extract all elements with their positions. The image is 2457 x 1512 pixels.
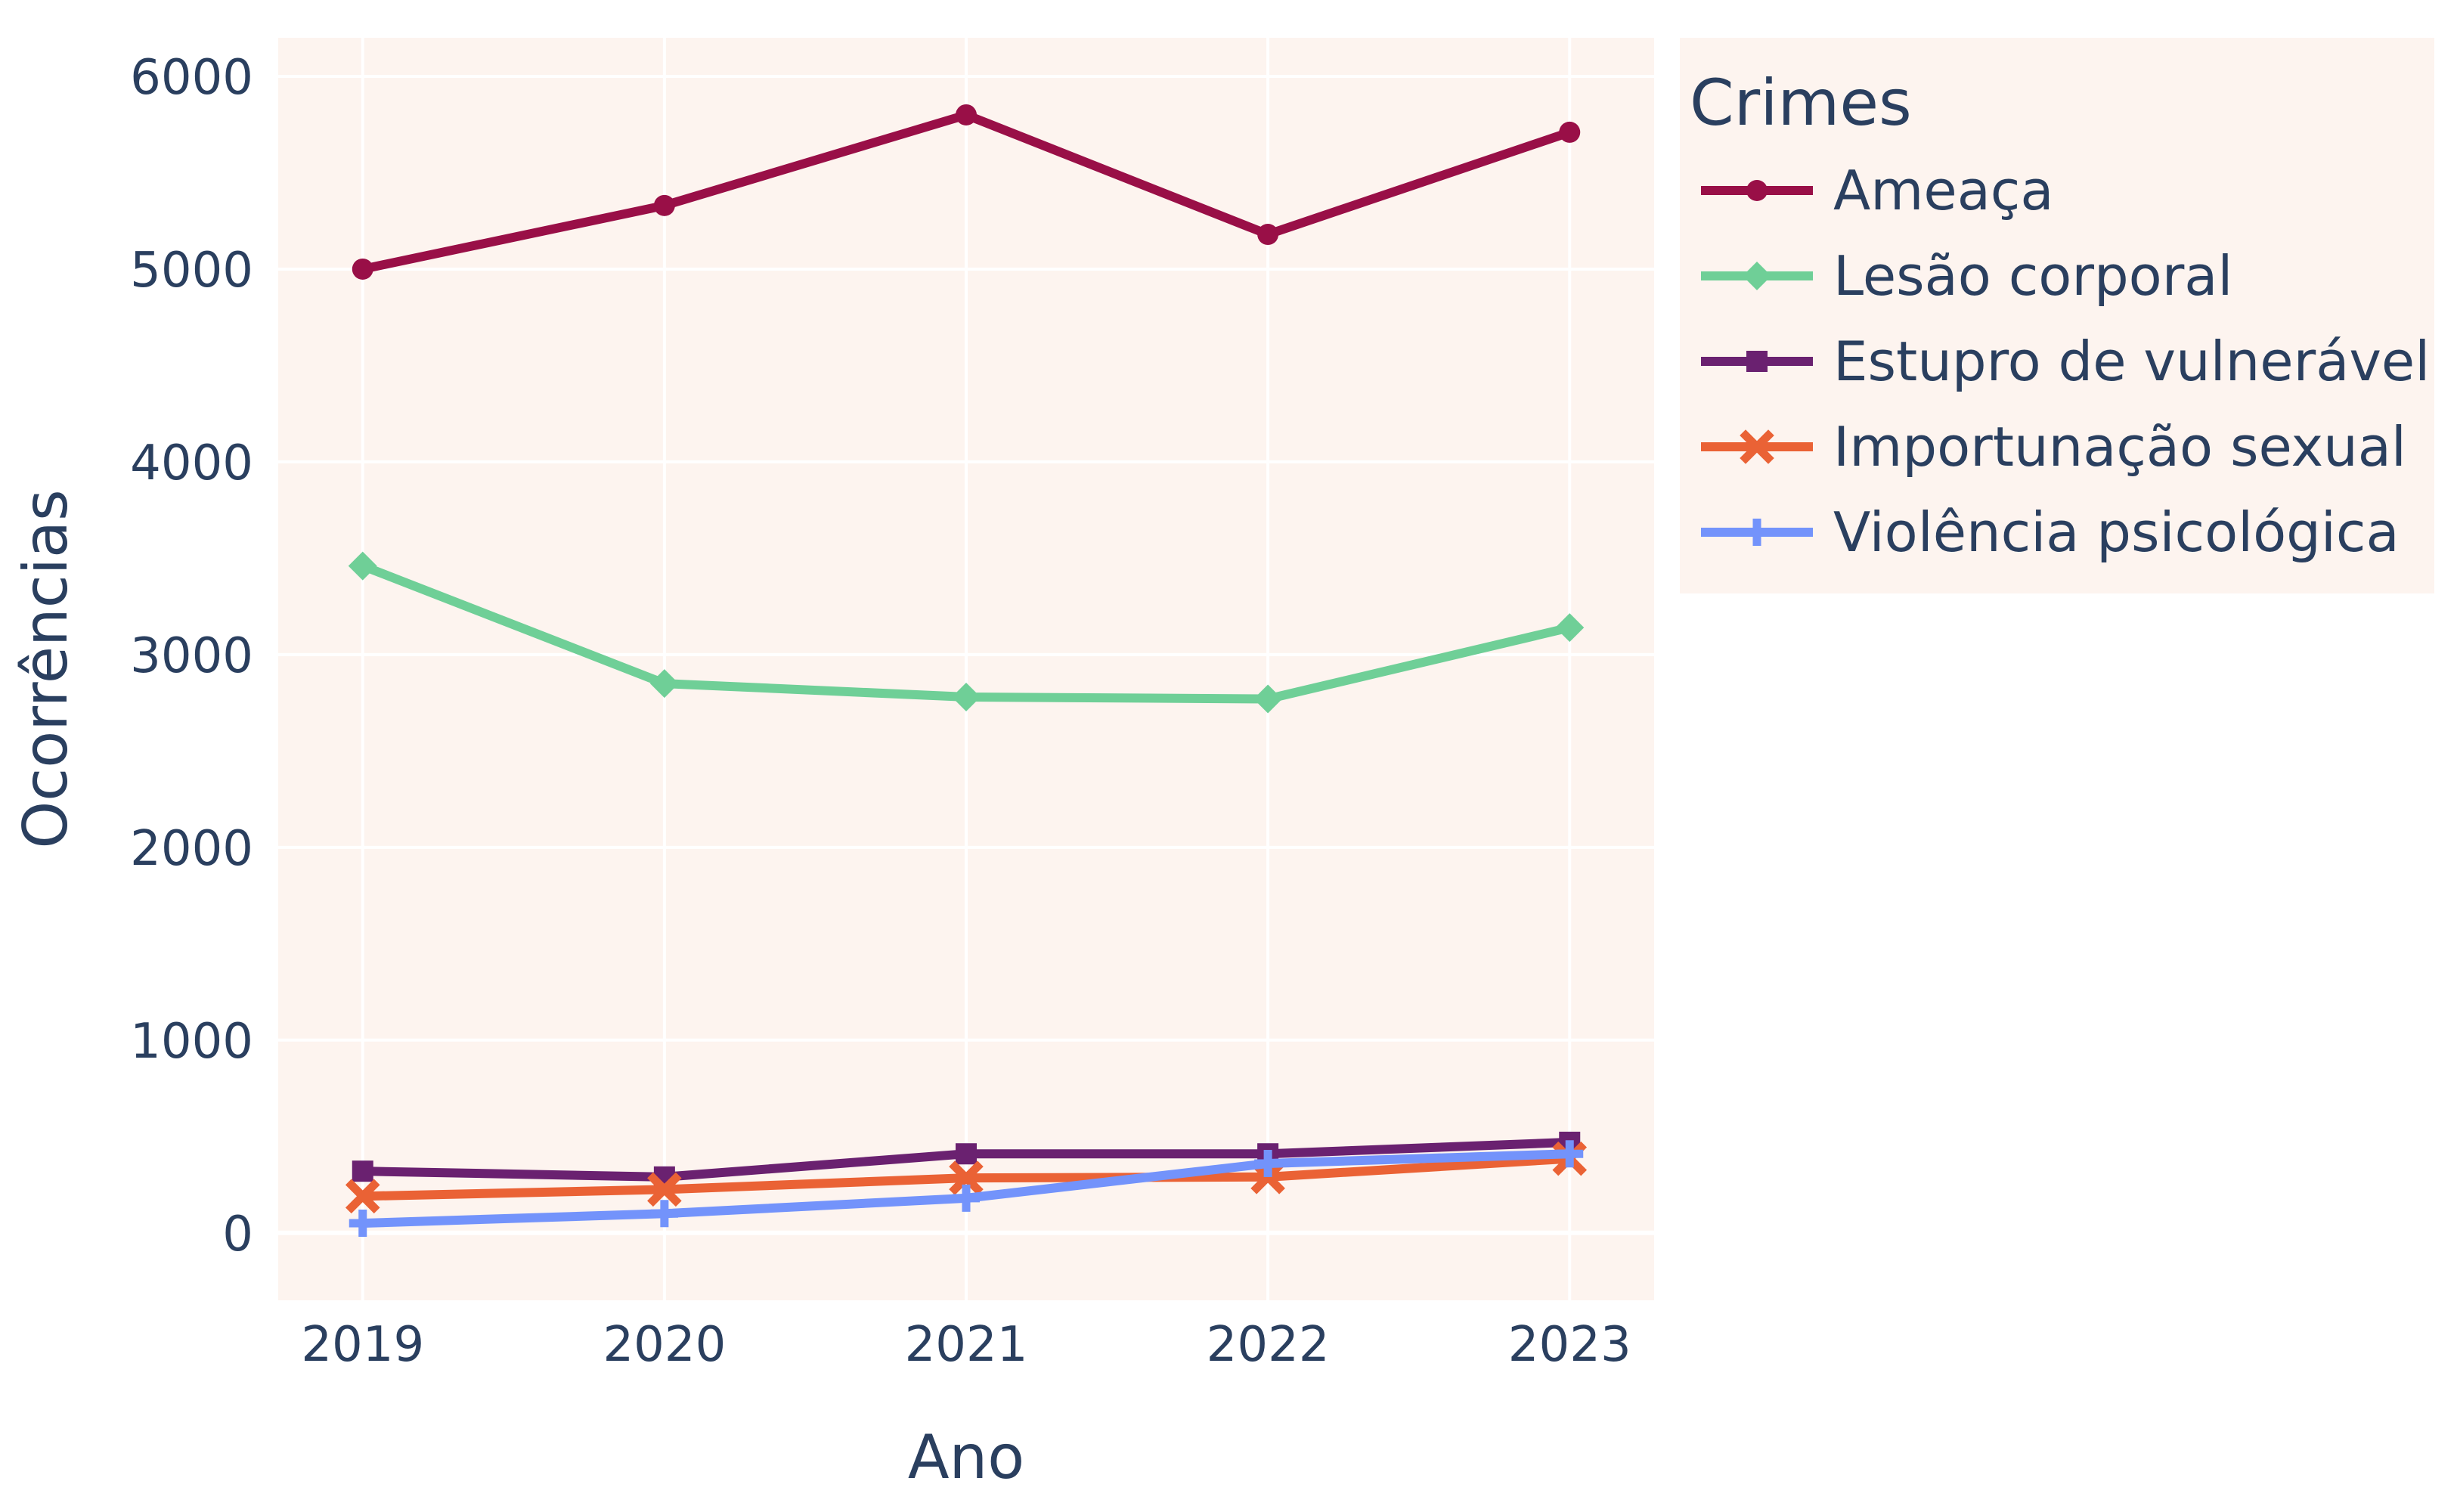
- data-point: [650, 1200, 678, 1228]
- x-tick-label: 2023: [1508, 1317, 1631, 1373]
- cross-marker-stroke: [1556, 1140, 1584, 1168]
- legend-swatch-marker: [1743, 519, 1771, 546]
- data-point: [1556, 1140, 1584, 1168]
- cross-marker-stroke: [1743, 519, 1771, 546]
- y-tick-label: 2000: [130, 821, 253, 877]
- legend-label: Violência psicológica: [1833, 500, 2400, 564]
- cross-marker-stroke: [349, 1210, 376, 1238]
- x-tick-label: 2019: [301, 1317, 424, 1373]
- x-marker-stroke: [345, 1179, 380, 1214]
- data-point: [653, 194, 675, 216]
- x-marker-stroke: [647, 1172, 682, 1207]
- y-axis-ticks: 0 1000 2000 3000 4000 5000 6000: [130, 50, 253, 1263]
- legend: Crimes Ameaça Lesão corporal Estupro de vu…: [1680, 38, 2434, 593]
- cross-marker-stroke: [1254, 1149, 1282, 1177]
- legend-item: Ameaça: [1701, 159, 2054, 222]
- y-tick-label: 5000: [130, 243, 253, 299]
- legend-item: Estupro de vulnerável: [1701, 330, 2430, 393]
- data-point: [956, 1143, 977, 1165]
- data-point: [349, 1210, 376, 1238]
- series-4: [349, 1140, 1584, 1238]
- legend-label: Importunação sexual: [1833, 415, 2406, 479]
- legend-background: [1680, 38, 2434, 593]
- data-point: [956, 104, 977, 125]
- data-point: [1559, 121, 1581, 143]
- x-tick-label: 2021: [905, 1317, 1028, 1373]
- legend-label: Ameaça: [1833, 159, 2054, 222]
- legend-label: Lesão corporal: [1833, 244, 2232, 308]
- y-tick-label: 1000: [130, 1014, 253, 1070]
- legend-title: Crimes: [1690, 66, 1912, 140]
- cross-marker-stroke: [650, 1200, 678, 1228]
- grid-lines: [278, 38, 1654, 1300]
- data-point: [647, 1172, 682, 1207]
- x-tick-label: 2020: [603, 1317, 726, 1373]
- data-point: [649, 669, 679, 699]
- legend-item: Lesão corporal: [1701, 244, 2232, 308]
- y-tick-label: 4000: [130, 435, 253, 491]
- data-point: [1253, 684, 1283, 714]
- y-tick-label: 6000: [130, 50, 253, 106]
- x-marker-stroke: [949, 1160, 984, 1195]
- data-point: [1254, 1149, 1282, 1177]
- data-point: [1555, 613, 1585, 643]
- series-0: [352, 104, 1581, 280]
- x-marker-stroke: [1740, 429, 1774, 464]
- x-axis-title: Ano: [908, 1422, 1024, 1492]
- legend-items: Ameaça Lesão corporal Estupro de vulneráve…: [1701, 159, 2430, 564]
- data-point: [953, 1184, 980, 1212]
- x-tick-label: 2022: [1207, 1317, 1330, 1373]
- data-point: [1257, 224, 1279, 246]
- series-1: [348, 551, 1585, 714]
- y-tick-label: 0: [222, 1207, 253, 1263]
- legend-item: Violência psicológica: [1701, 500, 2400, 564]
- x-axis-ticks: 2019 2020 2021 2022 2023: [301, 1317, 1631, 1373]
- y-axis-title: Ocorrências: [11, 489, 81, 848]
- data-point: [348, 551, 377, 581]
- data-point: [952, 682, 981, 711]
- legend-swatch-marker: [1743, 262, 1771, 290]
- data-point: [949, 1160, 984, 1195]
- data-point: [352, 1160, 373, 1182]
- legend-label: Estupro de vulnerável: [1833, 330, 2430, 393]
- y-tick-label: 3000: [130, 628, 253, 684]
- data-point: [352, 258, 373, 280]
- series-group: [345, 104, 1588, 1238]
- legend-item: Importunação sexual: [1701, 415, 2406, 479]
- cross-marker-stroke: [953, 1184, 980, 1212]
- legend-swatch-marker: [1746, 180, 1768, 201]
- data-point: [345, 1179, 380, 1214]
- legend-swatch-marker: [1740, 429, 1774, 464]
- legend-swatch-marker: [1746, 351, 1768, 372]
